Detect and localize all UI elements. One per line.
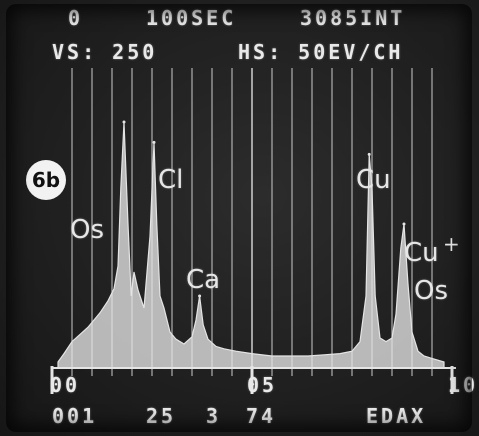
- spectrum-trace: [57, 121, 445, 369]
- peak-point-cu: [367, 152, 371, 156]
- peak-point-os: [122, 120, 126, 124]
- axis-end-label: 10: [448, 373, 479, 397]
- peak-label-os-right: Os: [414, 276, 449, 306]
- header-integral: 3085INT: [300, 6, 406, 30]
- peak-label-plus: +: [443, 232, 460, 256]
- peak-label-cu: Cu: [356, 165, 391, 195]
- footer-value-3: 74: [246, 404, 277, 428]
- peak-label-cl: Cl: [158, 165, 184, 195]
- header-horizontal-scale: HS: 50EV/CH: [238, 40, 404, 64]
- peak-point-cl: [152, 140, 156, 144]
- peak-point-ca: [198, 294, 202, 298]
- header-live-time: 100SEC: [146, 6, 237, 30]
- peak-point-cu-os: [402, 222, 406, 226]
- header-zero: 0: [68, 6, 84, 30]
- figure-badge: 6b: [26, 160, 66, 200]
- footer-value-1: 25: [146, 404, 177, 428]
- peak-label-cu-plus: Cu: [404, 238, 439, 268]
- axis-mid-label: 05: [247, 373, 278, 397]
- x-axis: [50, 120, 456, 394]
- peak-label-os-left: Os: [70, 215, 105, 245]
- footer-cursor-channel: 001: [52, 404, 98, 428]
- header-vertical-scale: VS: 250: [52, 40, 158, 64]
- axis-start-label: 00: [50, 373, 81, 397]
- peak-label-ca: Ca: [186, 265, 221, 295]
- footer-edax-brand: EDAX: [366, 404, 427, 428]
- footer-value-2: 3: [206, 404, 222, 428]
- gridlines: [71, 68, 433, 376]
